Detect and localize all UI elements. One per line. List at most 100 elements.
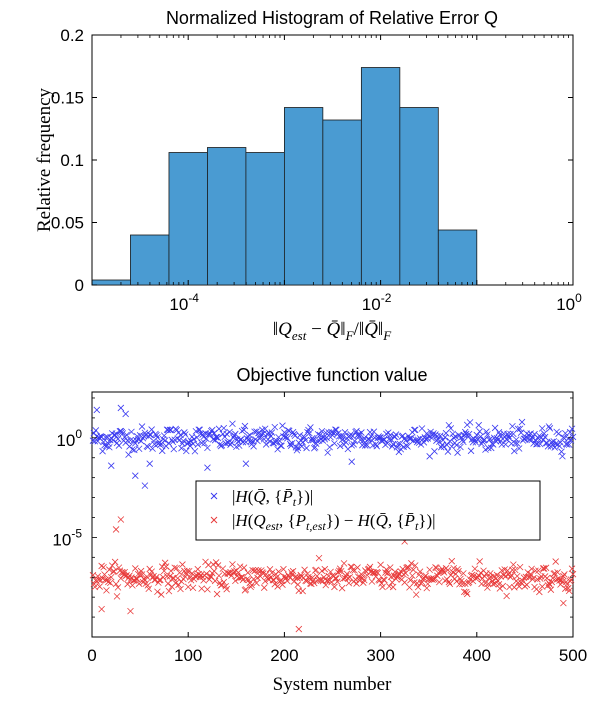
scatter-marker (549, 574, 557, 582)
scatter-marker (128, 428, 135, 436)
scatter-marker (100, 563, 107, 571)
scatter-marker (467, 447, 475, 455)
scatter-marker (541, 433, 549, 441)
scatter-marker (252, 566, 259, 574)
scatter-marker (271, 580, 279, 588)
scatter-marker (106, 436, 114, 444)
scatter-marker (159, 435, 167, 443)
scatter-marker (515, 445, 523, 452)
scatter-marker (212, 559, 220, 566)
scatter-marker (417, 441, 425, 448)
scatter-marker (399, 432, 407, 440)
scatter-marker (242, 460, 250, 467)
scatter-marker (132, 565, 139, 572)
scatter-marker (254, 437, 261, 445)
scatter-marker (247, 583, 255, 591)
scatter-marker (454, 565, 461, 573)
scatter-marker (450, 564, 457, 572)
scatter-marker (261, 425, 269, 433)
histogram-bar (437, 229, 478, 286)
scatter-marker (443, 441, 451, 449)
scatter-marker (532, 567, 539, 575)
scatter-marker (448, 557, 456, 565)
scatter-marker (385, 569, 392, 576)
scatter-marker (289, 428, 297, 436)
scatter-marker (251, 428, 258, 436)
histogram-bar (130, 234, 170, 286)
scatter-marker (376, 434, 383, 441)
scatter-marker (198, 439, 205, 447)
scatter-marker (407, 576, 414, 584)
scatter-marker (158, 447, 166, 455)
scatter-marker (377, 561, 384, 569)
scatter-marker (389, 441, 397, 448)
scatter-marker (404, 443, 411, 450)
scatter-marker (314, 430, 322, 438)
scatter-marker (413, 438, 421, 446)
scatter-marker (154, 588, 161, 596)
scatter-marker (456, 580, 463, 588)
scatter-marker (146, 431, 154, 439)
scatter-marker (453, 441, 460, 449)
scatter-marker (165, 587, 173, 595)
scatter-marker (122, 410, 129, 418)
scatter-marker (486, 435, 494, 443)
scatter-marker (299, 439, 306, 446)
scatter-marker (236, 563, 244, 570)
scatter-marker (481, 436, 488, 444)
scatter-marker (98, 605, 105, 613)
scatter-marker (132, 472, 139, 479)
scatter-marker (296, 432, 304, 439)
scatter-marker (232, 577, 239, 585)
scatter-marker (373, 442, 381, 450)
scatter-marker (151, 576, 158, 584)
scatter-marker (220, 578, 228, 586)
scatter-marker (430, 430, 437, 437)
scatter-marker (190, 435, 198, 443)
scatter-marker (93, 406, 101, 414)
scatter-marker (231, 568, 238, 575)
scatter-marker (155, 579, 162, 586)
scatter-marker (477, 569, 484, 577)
scatter-marker (223, 430, 230, 438)
scatter-marker (106, 566, 113, 573)
scatter-marker (289, 567, 297, 575)
scatter-x-axis-label: System number (273, 674, 392, 695)
scatter-marker (391, 433, 399, 441)
scatter-marker (248, 581, 255, 589)
scatter-marker (279, 581, 286, 588)
scatter-marker (283, 433, 290, 440)
scatter-marker (159, 574, 167, 581)
histogram-bars (91, 67, 478, 286)
scatter-x-tick-label: 500 (559, 646, 587, 665)
scatter-marker (472, 439, 480, 446)
scatter-marker (216, 441, 224, 448)
histogram-bar (91, 279, 131, 286)
scatter-marker (391, 568, 399, 576)
scatter-marker (243, 576, 251, 583)
scatter-marker (559, 452, 566, 460)
scatter-marker (312, 566, 320, 574)
scatter-marker (326, 443, 333, 451)
scatter-marker (537, 575, 544, 582)
scatter-marker (309, 434, 316, 442)
scatter-marker (555, 430, 562, 437)
scatter-marker (447, 425, 455, 432)
scatter-marker (244, 569, 252, 576)
scatter-marker (148, 568, 155, 575)
scatter-marker (560, 599, 567, 607)
scatter-marker (473, 431, 481, 439)
scatter-marker (316, 431, 324, 439)
scatter-marker (200, 433, 207, 441)
scatter-marker (426, 566, 433, 574)
scatter-marker (211, 577, 219, 585)
scatter-marker (534, 440, 541, 448)
scatter-marker (459, 436, 466, 444)
scatter-marker (92, 427, 100, 434)
scatter-marker (509, 422, 516, 430)
scatter-marker (280, 433, 287, 440)
scatter-marker (444, 566, 452, 574)
scatter-marker (196, 573, 204, 581)
scatter-marker (121, 568, 128, 576)
scatter-marker (117, 575, 125, 582)
